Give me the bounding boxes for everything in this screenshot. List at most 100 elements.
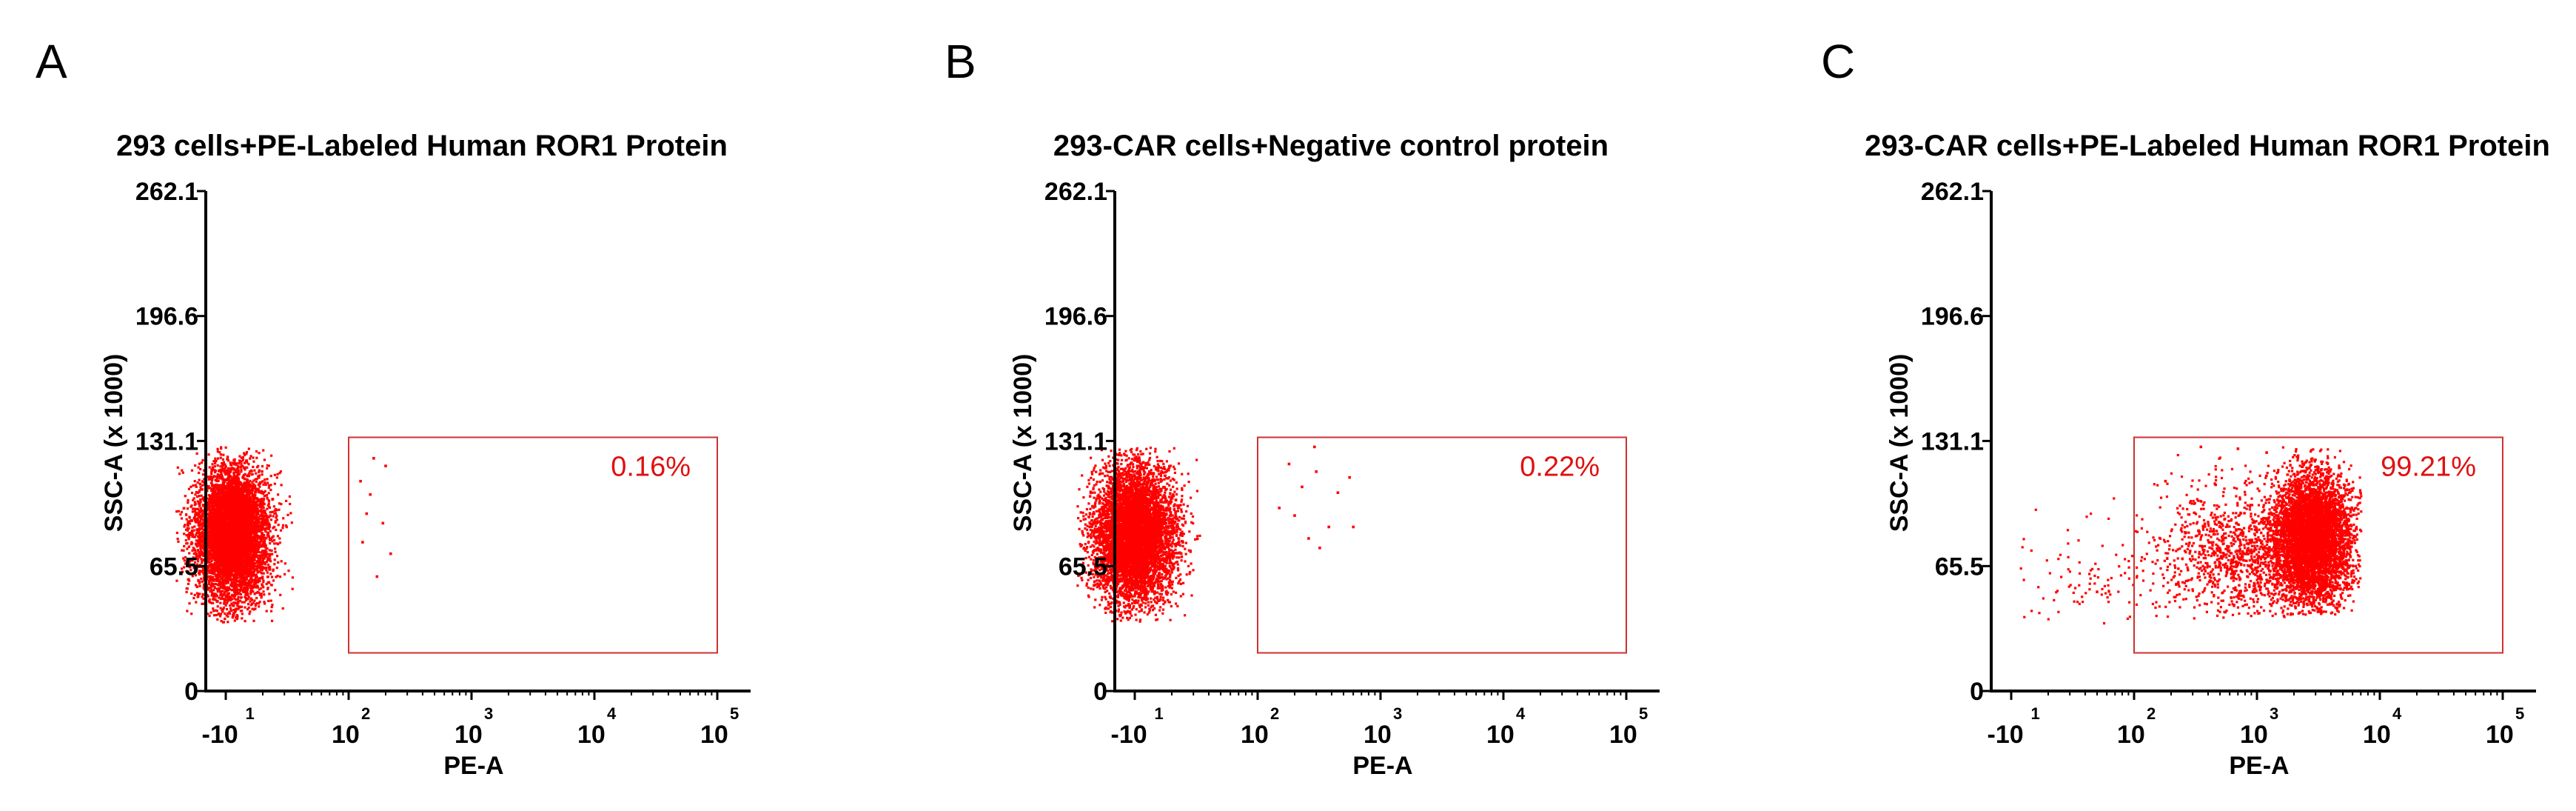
scatter-point-main [196, 557, 200, 561]
scatter-point-main [258, 491, 261, 494]
scatter-point-main [241, 455, 244, 458]
scatter-point-main [255, 480, 258, 484]
scatter-point-main [209, 569, 212, 572]
scatter-point-main [227, 470, 229, 473]
scatter-point-main [213, 484, 216, 487]
scatter-point-main [275, 567, 278, 570]
scatter-point-main [215, 573, 218, 576]
scatter-point-main [252, 570, 255, 573]
scatter-point-main [216, 447, 219, 450]
scatter-point-main [266, 478, 269, 481]
scatter-point-main [192, 498, 195, 501]
scatter-point-main [260, 508, 263, 511]
scatter-point-main [213, 469, 216, 472]
scatter-point-main [212, 607, 215, 610]
scatter-point-main [279, 529, 283, 532]
scatter-point-main [252, 619, 255, 622]
scatter-point-main [260, 561, 263, 564]
scatter-point-main [246, 466, 249, 469]
scatter-point-main [187, 520, 190, 523]
scatter-point-main [202, 499, 206, 502]
scatter-point-main [233, 467, 236, 470]
scatter-point-main [275, 555, 279, 558]
scatter-point-main [245, 451, 249, 454]
scatter-point-main [254, 568, 257, 571]
scatter-point-main [272, 527, 275, 530]
scatter-point-main [203, 469, 206, 472]
scatter-point-main [206, 501, 209, 504]
scatter-point-main [189, 569, 192, 572]
scatter-point-main [263, 458, 266, 461]
scatter-point-main [201, 484, 204, 487]
scatter-point-main [253, 593, 256, 595]
scatter-point-main [280, 503, 283, 506]
scatter-point-main [252, 479, 255, 482]
scatter-point-main [190, 469, 194, 472]
scatter-point-main [269, 511, 272, 514]
scatter-point-main [253, 547, 256, 550]
scatter-point-main [185, 561, 188, 564]
scatter-point-main [198, 555, 201, 558]
scatter-point-main [202, 520, 205, 523]
scatter-point-main [237, 607, 240, 610]
scatter-point-main [187, 529, 189, 532]
scatter-point-main [195, 452, 198, 455]
scatter-point-main [193, 504, 196, 507]
scatter-point-main [209, 557, 212, 560]
scatter-point-main [285, 499, 288, 502]
scatter-point-main [229, 464, 232, 467]
scatter-point-main [200, 461, 204, 464]
scatter-point-main [210, 590, 213, 593]
scatter-point-main [221, 502, 224, 505]
scatter-point-main [269, 484, 272, 487]
scatter-point-main [267, 558, 270, 561]
scatter-point-main [264, 481, 266, 484]
scatter-point-main [278, 537, 281, 540]
scatter-point-main [229, 584, 232, 587]
scatter-point-main [249, 457, 252, 460]
scatter-point-main [212, 614, 215, 617]
scatter-point-main [194, 542, 198, 545]
scatter-point-main [266, 575, 269, 578]
scatter-point-main [236, 598, 239, 601]
scatter-point-main [198, 462, 201, 465]
scatter-point-main [196, 549, 199, 552]
scatter-point-main [251, 553, 254, 556]
scatter-point-main [264, 483, 267, 487]
scatter-point-main [225, 570, 228, 573]
scatter-point-main [217, 577, 220, 580]
scatter-point-main [251, 493, 255, 496]
scatter-point-main [187, 538, 190, 541]
scatter-point-main [269, 518, 272, 521]
scatter-point-main [245, 459, 248, 462]
scatter-point-main [179, 513, 182, 516]
scatter-point-main [270, 549, 273, 553]
scatter-point-main [208, 466, 211, 469]
scatter-point-main [258, 476, 261, 479]
scatter-point-main [207, 613, 209, 615]
scatter-point-main [198, 536, 201, 539]
scatter-point-main [196, 481, 199, 484]
scatter-point-main [253, 565, 256, 568]
scatter-point-main [203, 539, 206, 542]
scatter-point-main [252, 460, 255, 463]
scatter-point-main [264, 478, 266, 481]
scatter-point-main [199, 550, 203, 553]
scatter-point-main [211, 495, 214, 498]
scatter-point-main [227, 482, 229, 486]
scatter-point-main [227, 575, 230, 578]
scatter-point-main [254, 478, 257, 481]
scatter-point-main [243, 564, 246, 567]
scatter-point-main [266, 467, 269, 470]
scatter-point-main [213, 533, 216, 536]
scatter-point-main [263, 593, 266, 596]
scatter-point-main [196, 555, 199, 558]
scatter-point-main [261, 525, 264, 528]
scatter-point-main [289, 512, 292, 515]
scatter-point-main [227, 600, 229, 603]
scatter-point-main [274, 521, 277, 524]
scatter-point-main [269, 530, 272, 533]
scatter-point-main [274, 547, 277, 550]
scatter-point-main [214, 609, 217, 612]
scatter-point-main [266, 517, 269, 520]
